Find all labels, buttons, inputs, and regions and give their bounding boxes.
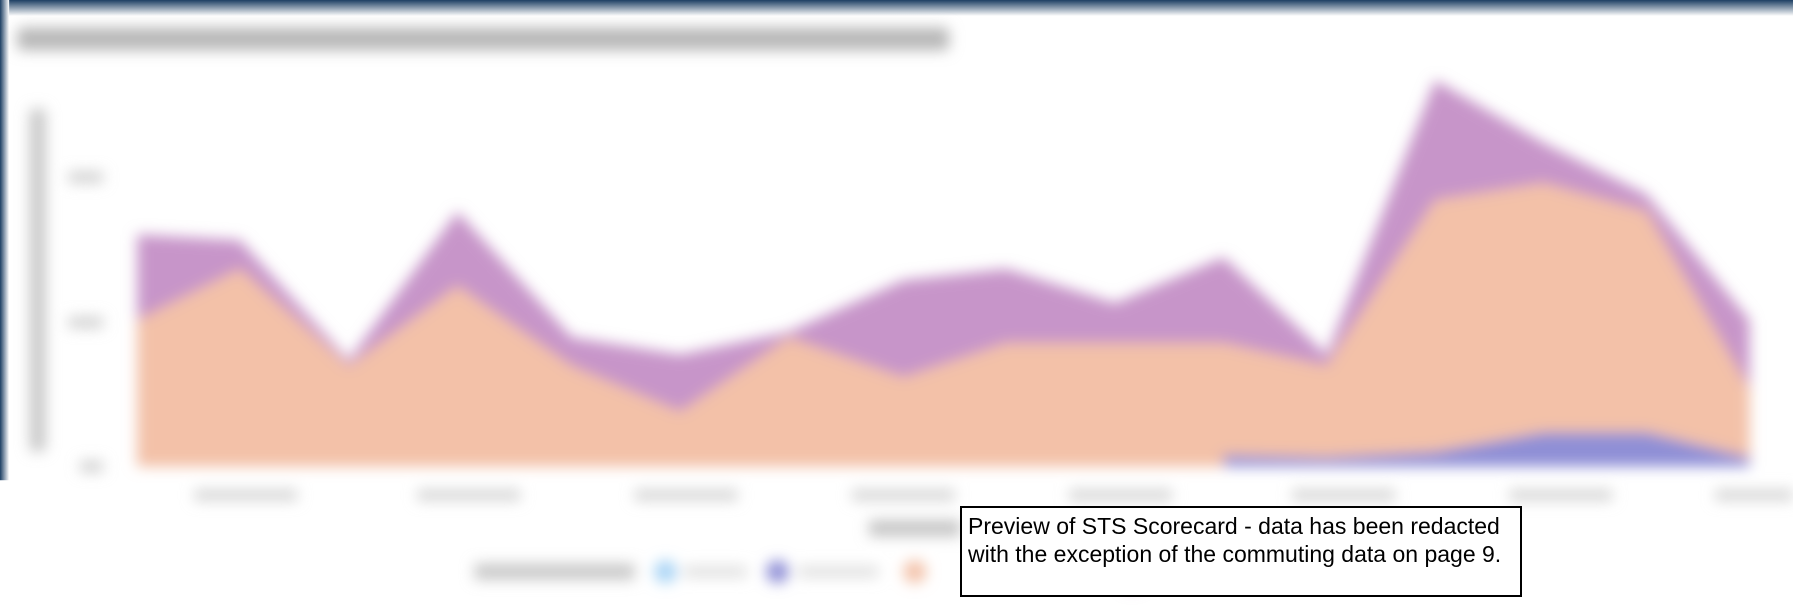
blurred-tick [68,171,103,183]
blurred-title [17,27,950,51]
blurred-legend-label [683,565,747,578]
blurred-label [1069,489,1173,501]
notice-line: with the exception of the commuting data… [968,541,1502,567]
blurred-tick [68,316,103,329]
blurred-label [851,489,955,501]
blurred-legend-swatch [766,560,790,584]
blurred-label [1715,489,1793,501]
blurred-label [1509,489,1613,501]
blurred-axis-title [29,108,46,452]
blurred-axis-label [869,520,961,537]
blurred-legend-title [474,563,635,580]
blurred-label [1292,489,1396,501]
blurred-area [137,182,1750,467]
blurred-label [194,489,298,501]
blurred-label [634,489,738,501]
preview-notice: Preview of STS Scorecard - data has been… [960,506,1522,597]
blurred-legend-label [798,565,879,578]
blurred-area [1223,432,1750,467]
window-left-edge [0,0,10,481]
notice-line: Preview of STS Scorecard - data has been… [968,513,1500,539]
blurred-tick [80,460,103,473]
blurred-label [417,489,521,501]
window-top-bar [0,0,1793,17]
blurred-legend-swatch [903,560,927,584]
blurred-legend-swatch [654,560,677,584]
blurred-content [17,27,1793,589]
